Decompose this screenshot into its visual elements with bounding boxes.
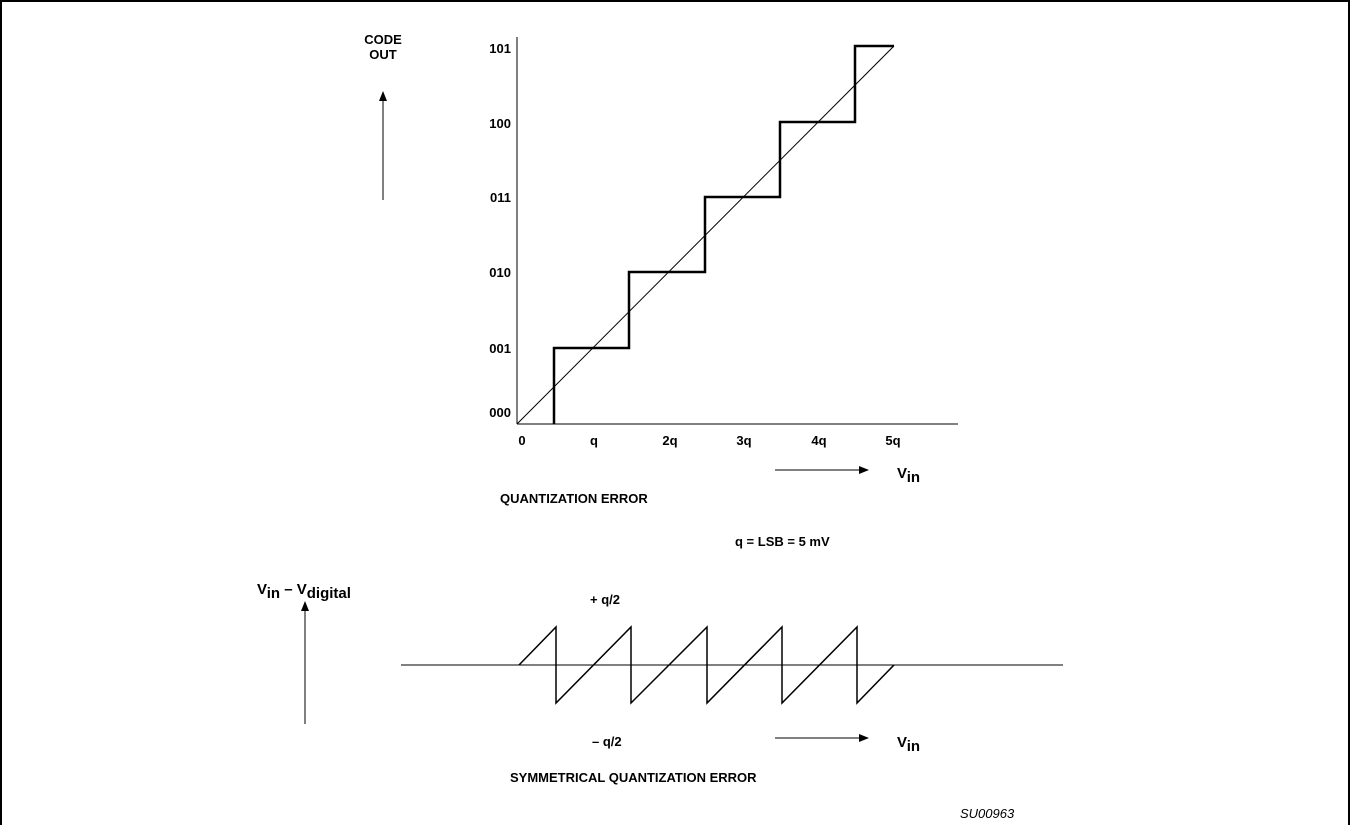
y-tick-001: 001 — [489, 341, 511, 356]
y-tick-000: 000 — [489, 405, 511, 420]
x-tick-2q: 2q — [662, 433, 677, 448]
x-tick-q: q — [590, 433, 598, 448]
y-tick-101: 101 — [489, 41, 511, 56]
vin-label-bottom: Vin — [897, 734, 920, 755]
sawtooth-error — [518, 625, 895, 705]
y-axis-label-out: OUT — [369, 47, 397, 62]
y-tick-011: 011 — [490, 190, 511, 205]
y-tick-010: 010 — [489, 265, 511, 280]
quantization-error-caption: QUANTIZATION ERROR — [500, 491, 648, 506]
y-axis-label-code: CODE — [364, 32, 402, 47]
staircase-transfer — [552, 44, 894, 424]
y-tick-labels: 000 001 010 011 100 101 — [489, 41, 511, 420]
error-axis-label: Vin – Vdigital — [257, 581, 351, 602]
vin-label-top: Vin — [897, 465, 920, 486]
minus-half-q-label: – q/2 — [592, 734, 622, 749]
x-tick-0: 0 — [518, 433, 525, 448]
figure-id: SU00963 — [960, 806, 1015, 821]
lsb-note: q = LSB = 5 mV — [735, 534, 830, 549]
symmetrical-error-caption: SYMMETRICAL QUANTIZATION ERROR — [510, 770, 757, 785]
plus-half-q-label: + q/2 — [590, 592, 620, 607]
x-tick-3q: 3q — [736, 433, 751, 448]
x-tick-4q: 4q — [811, 433, 826, 448]
x-tick-labels: 0 q 2q 3q 4q 5q — [518, 433, 900, 448]
y-tick-100: 100 — [489, 116, 511, 131]
x-tick-5q: 5q — [885, 433, 900, 448]
